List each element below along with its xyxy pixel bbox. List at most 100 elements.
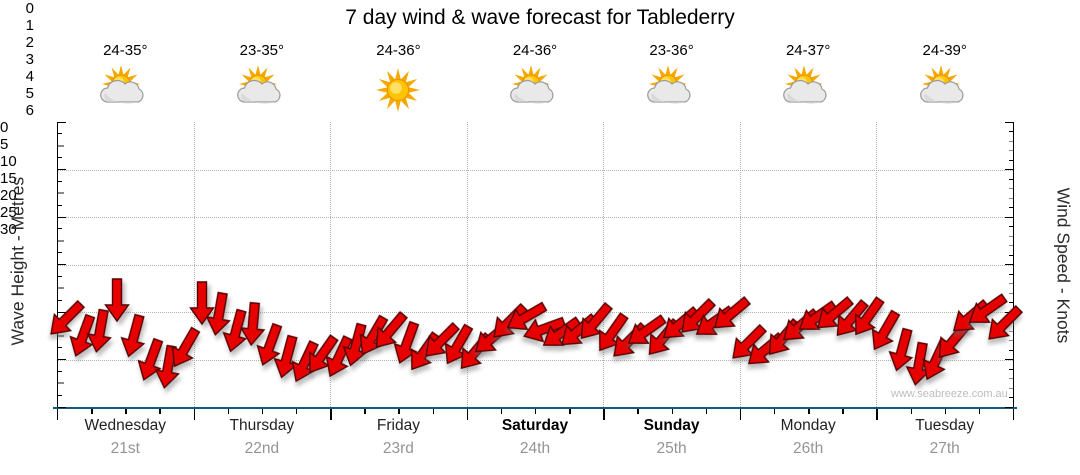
bottom-axis-tick [569,409,571,414]
day-name-label: Saturday [501,417,569,434]
day-name-label: Wednesday [84,417,167,434]
right-axis-tick [1005,216,1013,218]
day-temp-label: 24-35° [103,42,148,59]
day-temp-label: 23-36° [649,42,694,59]
h-gridline [57,359,1013,361]
wind-arrow [364,304,417,359]
bottom-axis-tick [808,409,810,414]
right-axis-tick [1009,340,1013,341]
bottom-axis-tick [876,409,878,420]
right-axis-tick [1009,245,1013,246]
left-axis-tick [58,157,62,159]
day-name-label: Friday [376,417,420,434]
bottom-axis-tick [535,409,537,414]
bottom-axis-tick [1013,409,1015,420]
wind-arrow [267,331,308,383]
wind-arrow [722,316,776,370]
left-axis-tick [58,192,64,195]
bottom-axis-line [53,407,1017,409]
wind-arrow [414,314,468,368]
day-date-label: 23rd [382,440,414,457]
left-axis-tick-label: 4 [25,68,34,85]
wind-arrow [900,339,938,390]
bottom-axis-tick [432,409,434,414]
wind-arrow [248,319,292,372]
day-date-label: 26th [793,440,824,457]
left-axis-tick [58,180,62,182]
h-gridline [57,169,1013,171]
left-axis-tick [58,264,66,266]
partly-cloudy-icon [236,65,288,114]
left-axis-tick-label: 5 [25,85,34,102]
left-axis-tick [58,228,62,230]
left-axis-tick [58,311,66,313]
right-axis-tick [1009,197,1013,199]
v-gridline [739,122,741,407]
right-axis-tick [1005,169,1013,171]
right-axis-tick [1009,273,1013,275]
bottom-axis-tick [364,409,366,414]
bottom-axis-tick [910,409,912,414]
wind-arrow [39,292,93,346]
partly-cloudy-icon [99,65,151,114]
right-axis-title: Wind Speed - Knots [1053,187,1074,343]
day-temp-label: 24-36° [376,42,421,59]
day-date-label: 25th [656,440,687,457]
left-axis-tick [58,382,64,385]
right-axis-tick [1005,359,1013,361]
right-axis-tick [1009,159,1013,161]
bottom-axis-tick [705,409,708,414]
right-axis-tick [1009,292,1013,294]
wind-arrow [825,292,878,347]
wind-arrow [806,288,861,341]
partly-cloudy-icon [782,65,834,114]
left-axis-tick [58,252,62,254]
wind-arrow [315,330,362,384]
left-axis-tick [58,370,62,372]
right-axis-tick [1005,121,1013,123]
wind-arrow [113,310,154,362]
watermark-text: www.seabreeze.com.au [891,388,1008,400]
bottom-axis-tick [296,409,298,414]
wind-arrow [81,306,119,357]
right-axis-tick-label: 0 [0,119,9,136]
wind-arrow [129,333,173,386]
h-gridline [57,217,1013,218]
wind-arrow [236,300,270,348]
v-gridline [603,122,605,407]
v-gridline [330,122,332,407]
day-date-label: 27th [929,440,960,457]
h-gridline [57,264,1013,266]
left-axis-tick-label: 3 [25,51,34,68]
day-name-label: Tuesday [915,417,975,434]
left-axis-tick [58,275,62,277]
right-axis-tick-label: 15 [0,170,17,187]
left-axis-tick-label: 2 [25,34,34,51]
left-axis-tick [58,394,62,396]
bottom-axis-tick [671,409,673,414]
day-name-label: Thursday [229,417,295,434]
wind-arrow [161,320,210,375]
wind-arrow [216,305,257,357]
right-axis-tick [1009,254,1013,256]
right-axis-tick [1009,150,1013,151]
bottom-axis-tick [159,409,161,414]
left-axis-tick [58,334,64,337]
v-gridline [193,122,195,407]
right-axis-tick [1009,140,1013,142]
left-axis-tick [58,216,66,218]
right-axis-tick [1009,226,1013,227]
right-axis-tick [1009,235,1013,237]
day-name-label: Sunday [643,417,700,434]
right-axis-line [1013,122,1014,408]
chart-title: 7 day wind & wave forecast for Tablederr… [345,6,735,29]
bottom-axis-tick [330,409,332,420]
right-axis-tick [1009,378,1013,379]
bottom-axis-tick [739,409,742,420]
left-axis-tick-label: 1 [25,17,34,34]
day-date-label: 22nd [244,440,280,457]
right-axis-tick [1009,302,1013,303]
left-axis-line [57,122,58,408]
wind-arrow [296,327,347,382]
day-temp-label: 23-35° [239,42,285,59]
